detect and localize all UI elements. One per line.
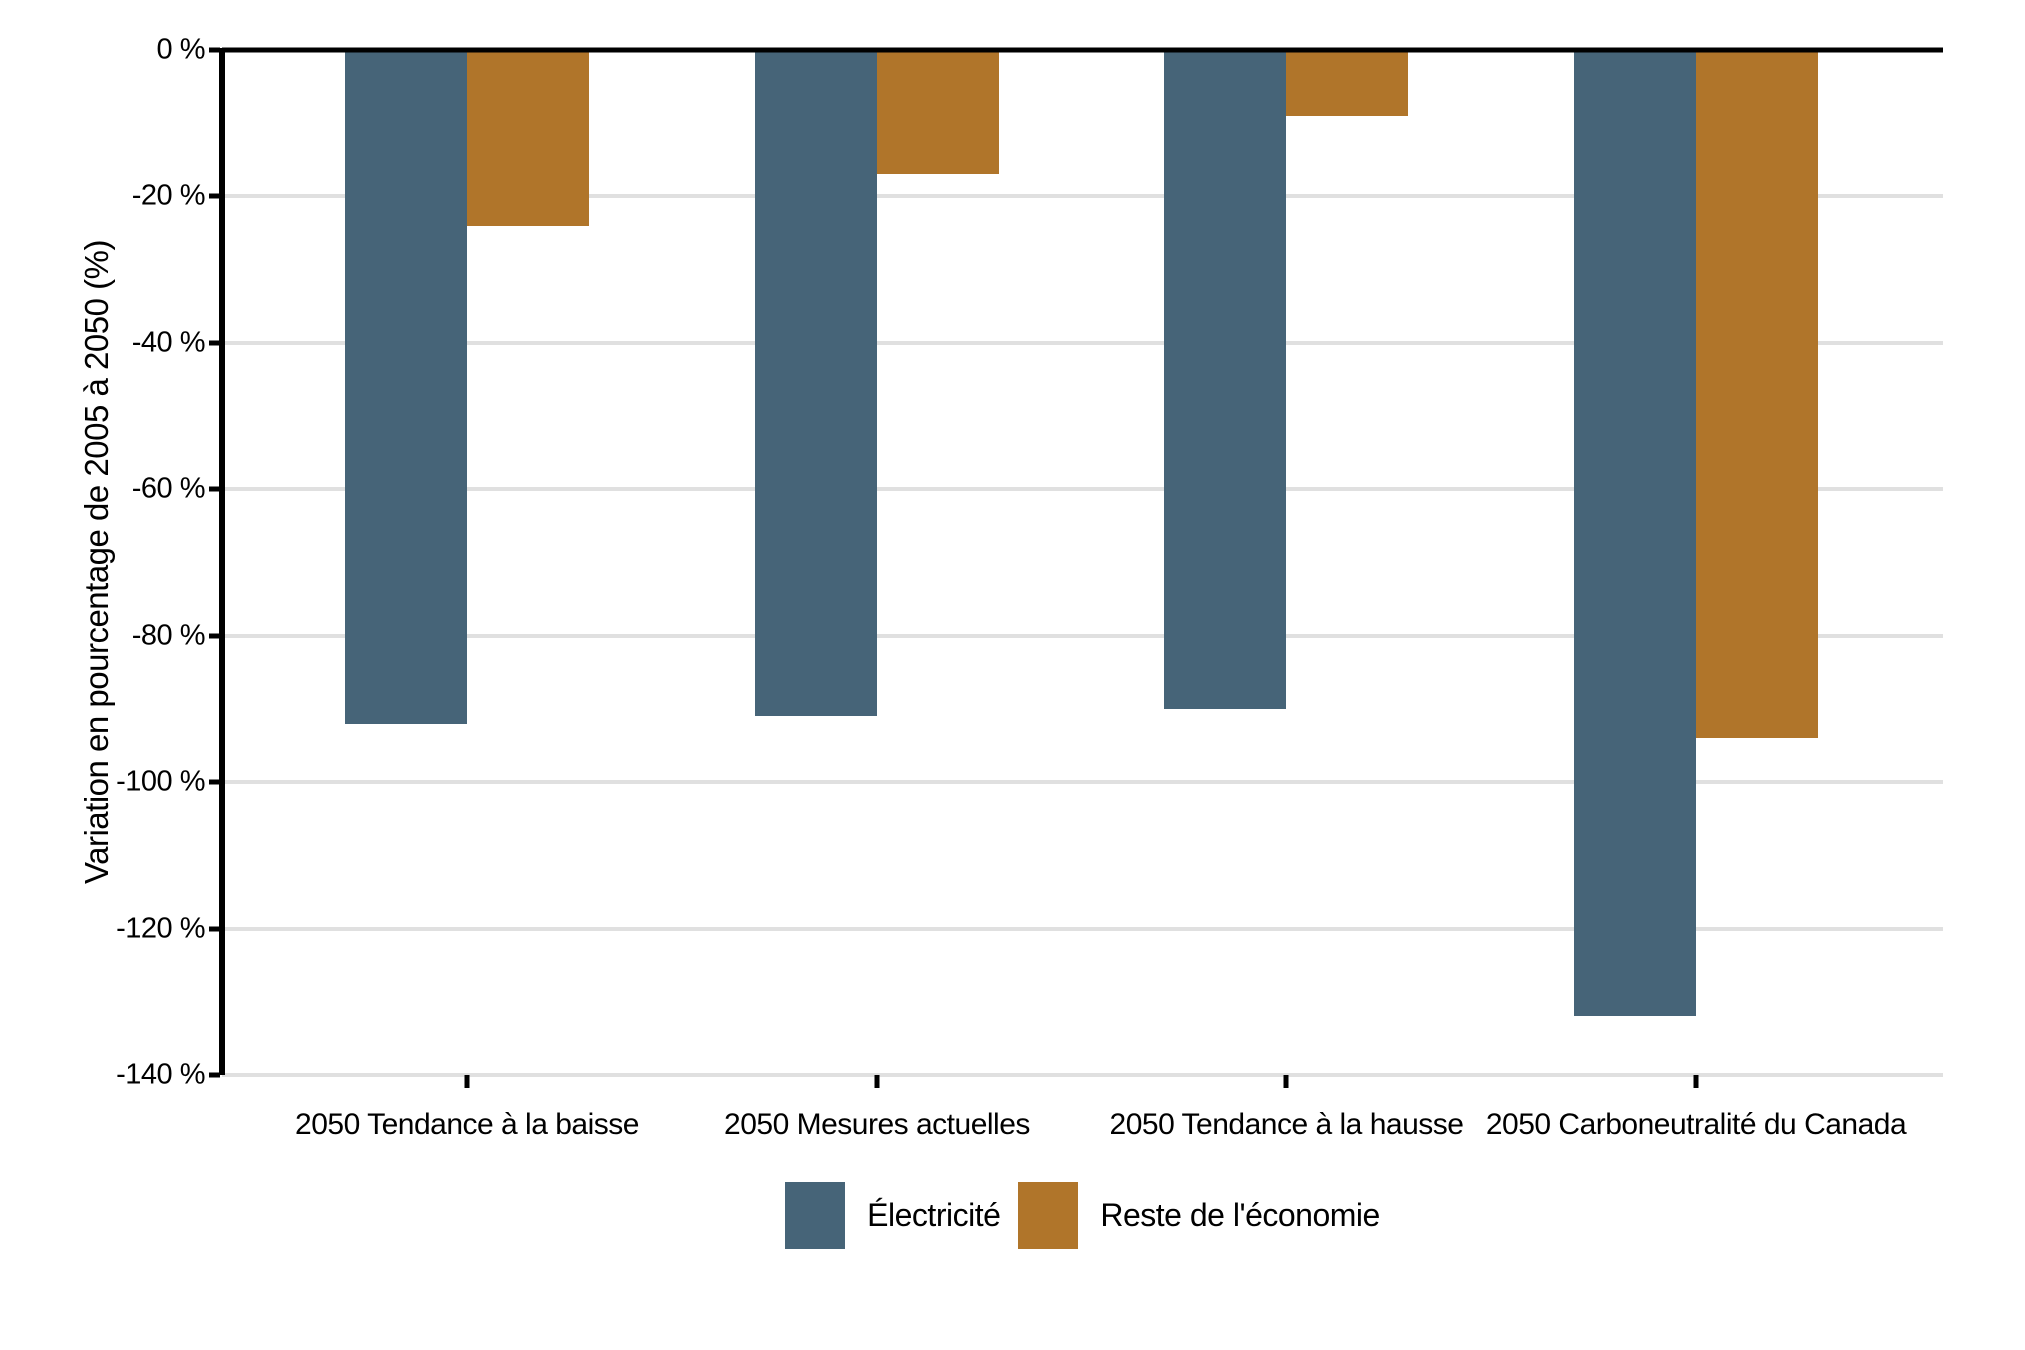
- x-tick-label-2: 2050 Mesures actuelles: [724, 1108, 1030, 1141]
- bar-electricite-group-3: [1164, 50, 1287, 709]
- x-tick-label-4: 2050 Carboneutralité du Canada: [1485, 1108, 1907, 1141]
- bar-electricite-group-4: [1574, 50, 1696, 1017]
- y-tick-label--40: -40 %: [131, 326, 206, 359]
- y-axis-tick--80: [209, 633, 220, 639]
- bar-reste-group-3: [1286, 50, 1409, 116]
- bar-reste-group-1: [467, 50, 589, 226]
- gridline--80: [222, 633, 1943, 638]
- y-axis-tick-labels: 0 % -20 % -40 % -60 % -80 % -100 % -120 % -140 …: [0, 34, 206, 1091]
- legend-label-electricite: Électricité: [867, 1197, 1001, 1233]
- x-axis-tick-4: [1693, 1075, 1699, 1088]
- bar-reste-group-2: [876, 50, 999, 175]
- gridline--20: [222, 194, 1943, 199]
- legend-swatch-reste: [1018, 1182, 1079, 1249]
- zero-baseline: [222, 47, 1943, 53]
- gridline--60: [222, 487, 1943, 492]
- y-axis-tick-0: [209, 47, 220, 53]
- y-axis-tick--100: [209, 779, 220, 785]
- y-axis-tick--120: [209, 926, 220, 932]
- y-axis-tick--40: [209, 340, 220, 346]
- gridline--100: [222, 780, 1943, 785]
- x-axis-tick-1: [464, 1075, 470, 1088]
- legend-item-electricite: Électricité: [785, 1182, 1001, 1249]
- y-tick-label-0: 0 %: [156, 33, 206, 66]
- x-axis-tick-3: [1283, 1075, 1289, 1088]
- y-axis-tick--20: [209, 193, 220, 199]
- legend-swatch-electricite: [785, 1182, 846, 1249]
- y-tick-label--140: -140 %: [116, 1058, 205, 1091]
- legend: Électricité Reste de l'économie: [222, 1182, 1943, 1249]
- gridline--140: [222, 1073, 1943, 1077]
- bar-reste-group-4: [1696, 50, 1818, 739]
- bar-electricite-group-2: [754, 50, 877, 717]
- y-tick-label--100: -100 %: [116, 765, 205, 798]
- x-axis-tick-2: [874, 1075, 880, 1088]
- y-axis-tick--140: [209, 1072, 220, 1078]
- y-tick-label--20: -20 %: [131, 179, 206, 212]
- legend-label-reste: Reste de l'économie: [1100, 1197, 1380, 1233]
- y-tick-label--120: -120 %: [116, 912, 205, 945]
- gridline--40: [222, 340, 1943, 345]
- x-tick-label-3: 2050 Tendance à la hausse: [1109, 1108, 1464, 1141]
- y-axis-line: [219, 48, 225, 1075]
- x-tick-label-1: 2050 Tendance à la baisse: [295, 1108, 639, 1141]
- y-tick-label--60: -60 %: [131, 472, 206, 505]
- plot-area: [209, 47, 1943, 1088]
- y-tick-label--80: -80 %: [131, 619, 206, 652]
- y-axis-tick--60: [209, 486, 220, 492]
- x-axis-tick-labels: 2050 Tendance à la baisse 2050 Mesures ac…: [222, 1108, 1943, 1148]
- gridline--120: [222, 926, 1943, 931]
- legend-item-reste: Reste de l'économie: [1018, 1182, 1380, 1249]
- bar-electricite-group-1: [344, 50, 467, 724]
